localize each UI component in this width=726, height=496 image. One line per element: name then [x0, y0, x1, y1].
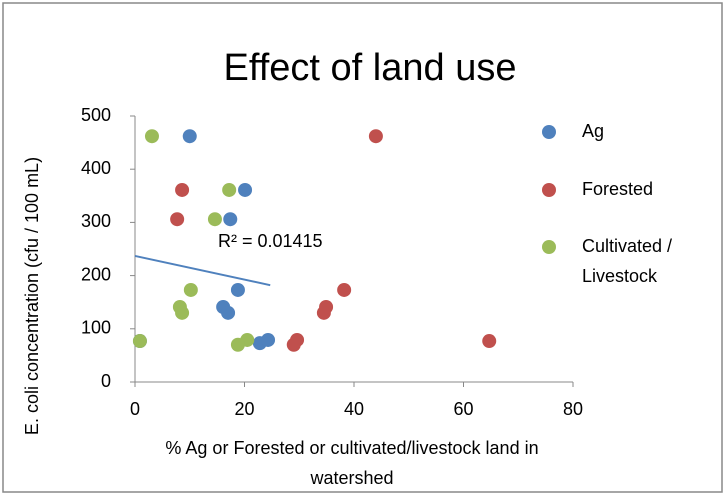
legend-label: Forested: [582, 179, 653, 199]
point: [337, 282, 352, 297]
point: [222, 182, 237, 197]
x-tick-label: 60: [453, 399, 473, 419]
y-tick-label: 200: [81, 264, 111, 284]
point: [223, 212, 238, 227]
point: [368, 129, 383, 144]
point: [482, 334, 497, 349]
chart-title: Effect of land use: [224, 47, 517, 89]
legend-label: Livestock: [582, 266, 658, 286]
point: [182, 129, 197, 144]
point: [221, 305, 236, 320]
point: [183, 282, 198, 297]
point: [207, 212, 222, 227]
point: [144, 129, 159, 144]
y-tick-label: 300: [81, 211, 111, 231]
legend-marker: [542, 240, 556, 254]
point: [132, 334, 147, 349]
x-axis-title: % Ag or Forested or cultivated/livestock…: [165, 438, 538, 458]
point: [175, 182, 190, 197]
legend-label: Ag: [582, 121, 604, 141]
y-tick-label: 0: [101, 371, 111, 391]
legend-marker: [542, 125, 556, 139]
y-tick-label: 400: [81, 158, 111, 178]
point: [316, 305, 331, 320]
point: [286, 337, 301, 352]
x-tick-label: 0: [130, 399, 140, 419]
legend-label: Cultivated /: [582, 236, 672, 256]
point: [230, 282, 245, 297]
y-tick-label: 500: [81, 105, 111, 125]
x-axis-title: watershed: [309, 468, 393, 488]
point: [175, 305, 190, 320]
legend-marker: [542, 183, 556, 197]
point: [238, 182, 253, 197]
x-tick-label: 20: [234, 399, 254, 419]
annotation: R² = 0.01415: [218, 231, 323, 251]
y-tick-label: 100: [81, 318, 111, 338]
trendline: [134, 254, 271, 287]
point: [261, 332, 276, 347]
point: [230, 337, 245, 352]
x-tick-label: 40: [344, 399, 364, 419]
x-tick-label: 80: [563, 399, 583, 419]
point: [170, 212, 185, 227]
y-axis-title: E. coli concentration (cfu / 100 mL): [22, 157, 42, 435]
